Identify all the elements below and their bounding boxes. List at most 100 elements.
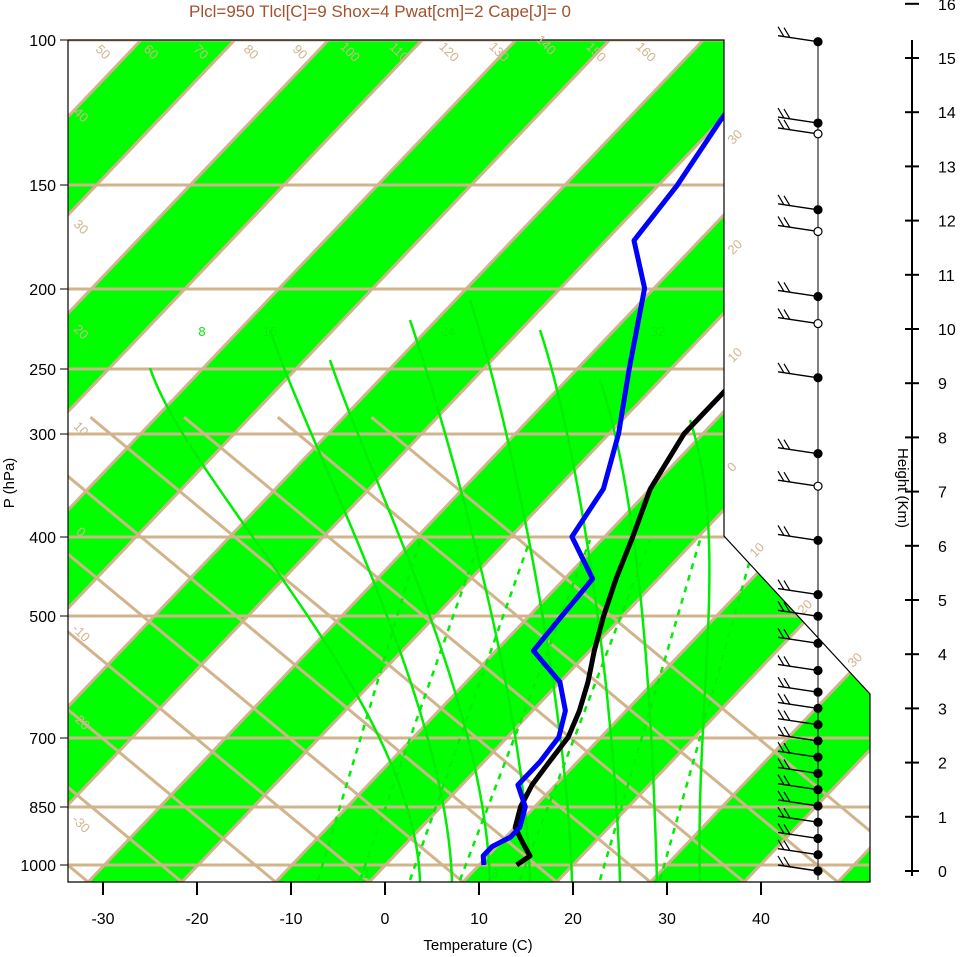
wind-barb-dot: [813, 535, 823, 545]
wind-barb-dot: [813, 785, 823, 795]
wind-barb-flag: [783, 656, 791, 667]
wind-barb: [777, 663, 819, 672]
wind-barb-flag: [777, 216, 785, 227]
wind-barb-flag: [783, 282, 791, 293]
mixing-ratio-label: 24: [441, 324, 455, 339]
dry-adiabat-line: [68, 416, 277, 882]
height-tick-label: 9: [938, 376, 947, 393]
wind-barb: [777, 316, 819, 325]
mixing-ratio-line: [598, 379, 659, 882]
wind-barb-flag: [777, 676, 785, 688]
height-tick-label: 13: [938, 159, 956, 176]
wind-barb-dot: [813, 449, 823, 459]
wind-barb-flag: [783, 759, 791, 770]
dewpoint-trace: [480, 40, 781, 866]
wind-barb-dot: [813, 118, 823, 128]
wind-barb: [777, 636, 819, 645]
mixing-ratio-line: [538, 329, 622, 882]
height-tick-label: 3: [938, 701, 947, 718]
wind-barb-dot: [813, 833, 823, 844]
wind-barb: [777, 766, 819, 775]
height-tick-label: 11: [938, 268, 955, 285]
wind-barb-dot: [813, 373, 823, 383]
temperature-band: [68, 40, 797, 882]
wind-barb-flag: [783, 195, 791, 207]
isotherm-line: [68, 40, 330, 882]
wind-barb: [777, 717, 819, 726]
mixing-ratio-label: 16: [263, 324, 277, 339]
mixing-ratio-line: [468, 299, 574, 882]
wind-barb-flag: [783, 840, 791, 852]
wind-barb: [777, 203, 819, 211]
height-tick-label: 2: [938, 756, 947, 773]
wind-barb-dot: [813, 129, 823, 139]
wind-barb: [777, 864, 819, 872]
y-tick-label: 500: [29, 609, 56, 626]
isotherm-line: [68, 40, 517, 882]
y-tick-label: 200: [29, 282, 56, 299]
wind-barb-dot: [813, 850, 823, 860]
wind-barb: [777, 831, 819, 840]
dry-adiabat-line: [89, 416, 652, 882]
wind-barb-flag: [783, 677, 791, 689]
y-tick-label: 150: [29, 178, 56, 195]
wind-barb: [777, 371, 819, 379]
wind-barb-flag: [783, 471, 791, 483]
wind-barb-flag: [777, 281, 785, 292]
height-tick-label: 8: [938, 430, 947, 447]
height-tick-label: 10: [938, 322, 956, 339]
wind-barb-dot: [813, 817, 823, 827]
wind-barb-dot: [813, 318, 823, 329]
wind-barb-dot: [813, 205, 823, 215]
adiabat-label: 8: [491, 866, 498, 881]
wind-barb-flag: [777, 806, 785, 818]
wind-barb-flag: [777, 470, 785, 482]
wind-barb-flag: [777, 655, 785, 666]
y-tick-label: 300: [29, 427, 56, 444]
wind-barb-flag: [777, 118, 785, 130]
wind-barb-flag: [783, 217, 791, 228]
moist-adiabat-line: [658, 559, 752, 881]
wind-barb: [777, 685, 819, 693]
isotherm-label: 10: [746, 539, 767, 560]
wind-barb: [777, 533, 819, 542]
wind-barb-flag: [777, 579, 785, 590]
wind-barb-flag: [783, 27, 791, 39]
height-tick-label: 15: [938, 51, 956, 68]
wind-barb: [777, 848, 819, 856]
dry-adiabat-line: [68, 416, 371, 882]
x-tick-label: 10: [470, 911, 488, 928]
wind-barb: [777, 783, 819, 791]
x-tick-label: 20: [564, 911, 582, 928]
wind-barb-dot: [813, 291, 823, 302]
x-tick-label: 0: [381, 911, 390, 928]
dry-adiabat-line: [276, 416, 839, 882]
wind-barb-flag: [777, 790, 785, 802]
wind-barb-flag: [783, 742, 791, 754]
wind-barb-flag: [777, 855, 785, 867]
moist-adiabat-line: [358, 539, 482, 881]
wind-barb-dot: [813, 768, 823, 779]
wind-barb-flag: [783, 526, 791, 537]
wind-barb-flag: [777, 525, 785, 536]
wind-barb-flag: [783, 439, 791, 450]
wind-barb-dot: [813, 703, 823, 714]
wind-barb-flag: [783, 108, 791, 120]
height-tick-label: 0: [938, 864, 947, 881]
wind-barb-dot: [813, 720, 823, 730]
temperature-band: [68, 40, 423, 882]
wind-barb-flag: [777, 774, 785, 786]
y-tick-label: 100: [29, 33, 56, 50]
wind-barb-flag: [783, 694, 791, 705]
isotherm-label: 0: [724, 459, 740, 475]
wind-barb-dot: [813, 589, 823, 600]
x-tick-label: -30: [91, 911, 114, 928]
wind-barb-flag: [777, 600, 785, 612]
x-tick-label: -20: [185, 911, 208, 928]
x-tick-label: 40: [752, 911, 770, 928]
wind-barb-flag: [777, 709, 785, 720]
wind-barb: [777, 127, 819, 135]
dry-adiabat-line: [370, 416, 870, 882]
wind-barb-dot: [813, 638, 823, 648]
height-tick-label: 12: [938, 214, 956, 231]
